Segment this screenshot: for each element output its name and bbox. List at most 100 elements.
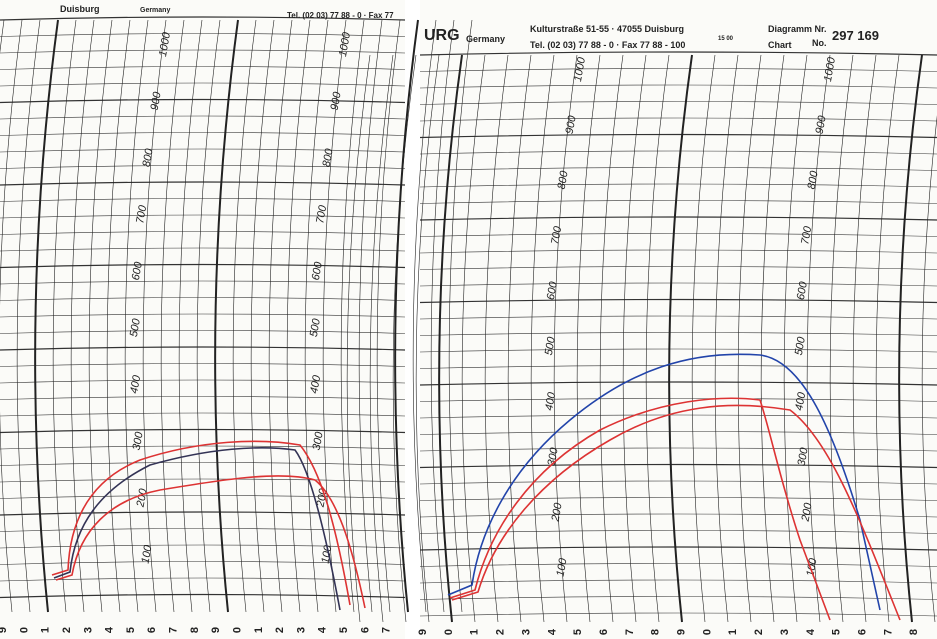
grid-line <box>419 266 937 270</box>
header-country: Germany <box>466 34 505 44</box>
hour-label: 9 <box>0 627 9 633</box>
trace <box>55 475 366 609</box>
grid-arc <box>16 19 41 613</box>
grid-line <box>419 332 937 336</box>
hour-label: 7 <box>624 629 636 635</box>
hour-label: 3 <box>520 629 532 635</box>
grid-arc <box>921 115 937 623</box>
grid-arc <box>88 19 113 613</box>
hour-label: 3 <box>295 627 307 633</box>
hour-label: 1 <box>469 629 481 635</box>
header-country: Germany <box>140 7 170 14</box>
hour-label: 4 <box>317 626 329 633</box>
scale-label: 400 <box>543 391 558 412</box>
grid-arc <box>438 54 463 623</box>
scale-label: 700 <box>799 225 814 246</box>
grid-line <box>0 346 406 351</box>
grid-arc <box>232 19 257 613</box>
hour-label: 1 <box>40 627 52 633</box>
hour-label: 5 <box>572 629 584 635</box>
grid-line <box>419 447 937 452</box>
trace <box>449 397 831 621</box>
grid-arc <box>286 19 311 613</box>
scale-label: 900 <box>329 90 344 111</box>
grid-arc <box>898 54 923 623</box>
grid-arc <box>196 19 221 613</box>
grid-line <box>419 463 937 469</box>
grid-line <box>419 480 937 485</box>
grid-line <box>419 414 937 419</box>
grid-line <box>0 561 406 565</box>
grid-line <box>419 365 937 369</box>
grid-arc <box>737 54 762 623</box>
grid-line <box>419 117 937 122</box>
grid-line <box>0 396 406 400</box>
grid-arc <box>322 19 347 613</box>
scale-label: 800 <box>556 169 571 190</box>
hour-label: 8 <box>650 629 662 635</box>
hour-label: 6 <box>598 629 610 635</box>
grid-line <box>419 150 937 155</box>
scale-label: 1000 <box>337 31 353 58</box>
grid-arc <box>124 19 149 613</box>
grid-arc <box>214 19 239 613</box>
grid-arc <box>448 19 473 613</box>
grid-arc <box>852 54 877 623</box>
grid-arc <box>714 54 739 623</box>
grid-arc <box>829 54 854 623</box>
hour-label: 0 <box>231 627 243 633</box>
hour-label: 5 <box>125 627 137 633</box>
grid-arc <box>142 19 167 613</box>
grid-line <box>419 101 937 105</box>
grid-arc <box>394 19 419 613</box>
hour-label: 2 <box>61 627 73 633</box>
grid-arc <box>70 19 95 613</box>
hour-label: 1 <box>727 629 739 635</box>
grid-line <box>419 348 937 353</box>
scale-label: 700 <box>314 204 329 225</box>
hour-label: 6 <box>856 629 868 635</box>
grid-line <box>0 16 406 21</box>
scale-label: 100 <box>140 544 155 565</box>
grid-line <box>419 200 937 204</box>
grid-arc <box>415 54 440 623</box>
grid-arc <box>430 19 455 613</box>
grid-line <box>0 577 406 582</box>
scale-label: 900 <box>814 114 829 135</box>
grid-line <box>0 98 406 104</box>
grid-line <box>0 132 406 136</box>
scale-label: 900 <box>149 90 164 111</box>
grid-line <box>419 530 937 534</box>
grid-arc <box>760 54 785 623</box>
hour-label: 9 <box>676 629 688 635</box>
grid-arc <box>412 19 437 613</box>
grid-line <box>419 51 937 56</box>
scale-label: 500 <box>543 335 558 356</box>
grid-line <box>0 280 406 285</box>
scale-label: 1000 <box>822 56 838 83</box>
grid-line <box>419 249 937 254</box>
hour-label: 5 <box>338 627 350 633</box>
grid-line <box>419 612 937 617</box>
grid-arc <box>340 19 365 613</box>
hour-label: 6 <box>359 627 371 633</box>
hour-label: 2 <box>753 629 765 635</box>
grid-line <box>0 363 406 367</box>
grid-arc <box>806 54 831 623</box>
hour-label: 4 <box>546 628 558 635</box>
grid-line <box>419 183 937 188</box>
hour-label: 4 <box>104 626 116 633</box>
header-address: Kulturstraße 51-55 · 47055 Duisburg <box>530 24 684 34</box>
grid-arc <box>178 19 203 613</box>
trace <box>447 353 881 611</box>
grid-arc <box>369 54 394 623</box>
hour-label: 6 <box>146 627 158 633</box>
trace <box>53 447 341 611</box>
grid-line <box>419 68 937 72</box>
grid-line <box>419 216 937 221</box>
grid-arc <box>668 54 693 623</box>
grid-arc <box>530 54 555 623</box>
grid-line <box>0 379 406 384</box>
grid-line <box>419 298 937 304</box>
hour-label: 7 <box>882 629 894 635</box>
